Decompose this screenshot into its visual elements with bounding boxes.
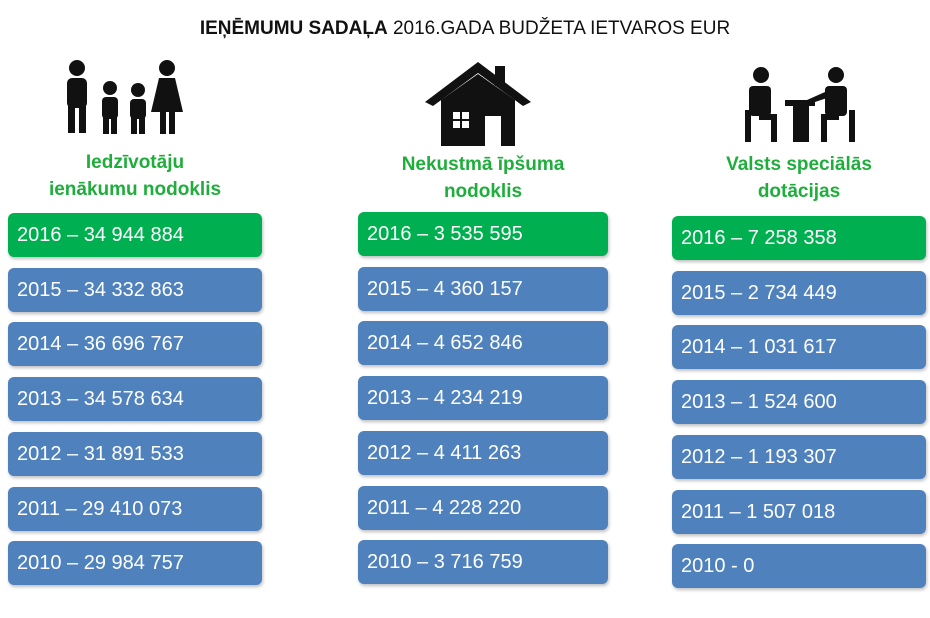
year-value-box: 2014 – 4 652 846 — [358, 321, 608, 366]
title-rest: 2016.GADA BUDŽETA IETVAROS EUR — [392, 18, 731, 39]
year-value-box: 2015 – 4 360 157 — [358, 266, 608, 311]
year-value-box: 2016 – 3 535 595 — [358, 212, 608, 256]
column-heading: Valsts speciālās — [726, 154, 872, 175]
meeting-icon — [745, 67, 855, 142]
column-heading: Nekustmā īpšuma — [401, 154, 565, 175]
family-icon — [67, 60, 183, 134]
title: IEŅĒMUMU SADAĻA 2016.GADA BUDŽETA IETVAR… — [0, 18, 930, 40]
year-value-box: 2012 – 4 411 263 — [358, 430, 608, 475]
year-value-box: 2011 – 29 410 073 — [8, 486, 262, 531]
year-value-box: 2013 – 34 578 634 — [8, 377, 262, 422]
title-bold: IEŅĒMUMU SADAĻA — [199, 18, 388, 39]
column-heading: ienākumu nodoklis — [48, 179, 222, 200]
year-value-box: 2014 – 36 696 767 — [8, 322, 262, 367]
year-value-box: 2012 – 31 891 533 — [8, 431, 262, 476]
year-value-box: 2016 – 7 258 358 — [672, 216, 926, 260]
year-value-box: 2011 – 4 228 220 — [358, 485, 608, 530]
year-value-box: 2016 – 34 944 884 — [8, 213, 262, 257]
house-icon — [425, 62, 531, 146]
year-value-box: 2015 – 2 734 449 — [672, 270, 926, 315]
year-value-box: 2011 – 1 507 018 — [672, 489, 926, 534]
year-value-box: 2014 – 1 031 617 — [672, 325, 926, 370]
column-heading: nodoklis — [443, 181, 523, 202]
year-value-box: 2010 – 3 716 759 — [358, 540, 608, 585]
year-value-box: 2013 – 1 524 600 — [672, 380, 926, 425]
year-value-box: 2012 – 1 193 307 — [672, 434, 926, 479]
year-value-box: 2010 - 0 — [672, 544, 926, 589]
column-heading: dotācijas — [757, 181, 841, 202]
year-value-box: 2013 – 4 234 219 — [358, 376, 608, 421]
column-heading: Iedzīvotāju — [85, 152, 185, 173]
year-value-box: 2015 – 34 332 863 — [8, 267, 262, 312]
year-value-box: 2010 – 29 984 757 — [8, 541, 262, 586]
